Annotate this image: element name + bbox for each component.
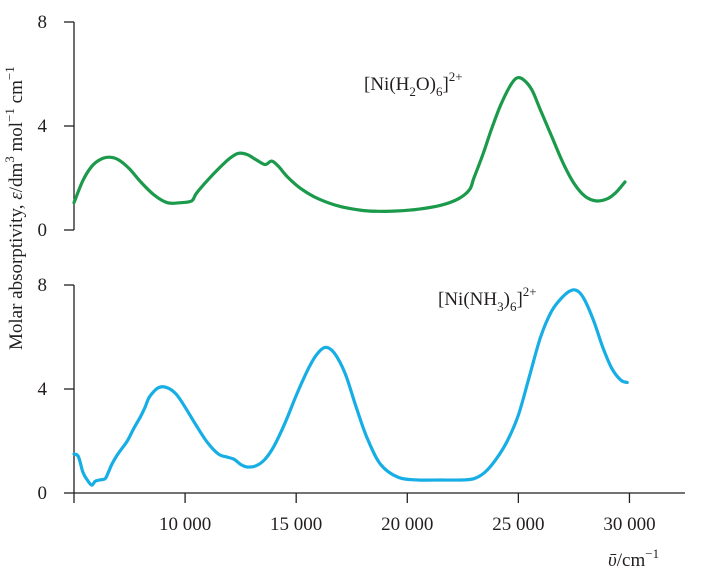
y-tick-label-1-8: 8 [38,12,48,33]
y-tick-label-2-4: 4 [38,379,48,400]
y-tick-label-1-4: 4 [38,116,48,137]
y-tick-label-2-8: 8 [38,275,48,296]
x-tick-label-10000: 10 000 [159,514,211,535]
x-tick-label-30000: 30 000 [603,514,655,535]
y-axis-title: Molar absorptivity, ε/dm3 mol−1 cm−1 [2,66,27,350]
x-tick-label-15000: 15 000 [270,514,322,535]
series-line-2 [72,288,629,487]
y-tick-label-1-0: 0 [38,220,48,241]
series-label-ni-nh3: [Ni(NH3)6]2+ [438,284,537,314]
y-tick-label-2-0: 0 [38,483,48,504]
x-tick-label-25000: 25 000 [492,514,544,535]
x-tick-label-20000: 20 000 [381,514,433,535]
x-axis-title: ῡ/cm−1 [608,546,659,571]
series-line-1 [72,75,627,213]
series-label-ni-h2o: [Ni(H2O)6]2+ [364,69,463,99]
